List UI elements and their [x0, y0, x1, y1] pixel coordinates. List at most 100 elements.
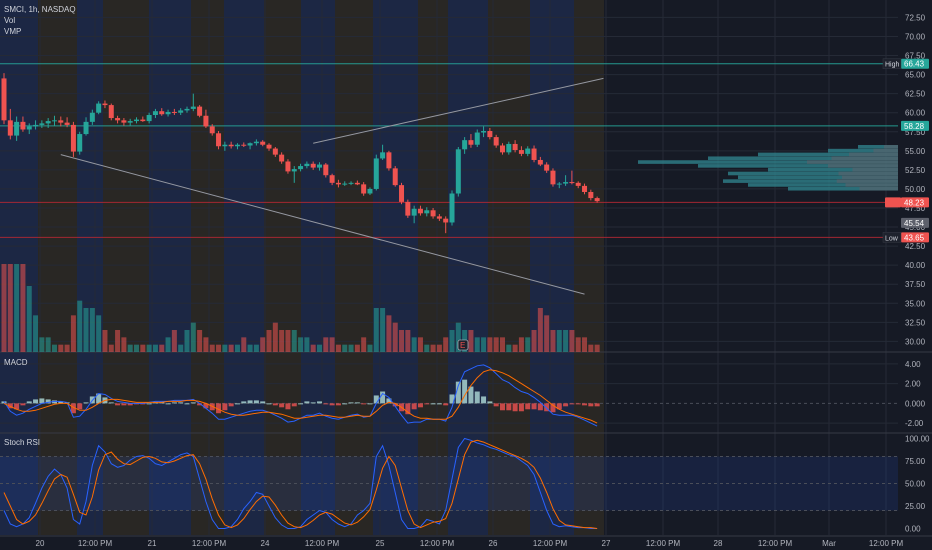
macd-histogram-bar	[430, 403, 436, 405]
macd-histogram-bar	[575, 403, 581, 405]
volume-bar	[102, 330, 108, 352]
macd-histogram-bar	[184, 403, 190, 405]
candle-body	[342, 183, 348, 185]
volume-bar	[310, 344, 316, 352]
volume-profile-bar	[836, 179, 898, 183]
candle-body	[96, 103, 102, 113]
volume-bar	[171, 330, 177, 352]
macd-histogram-bar	[279, 403, 285, 408]
macd-histogram-bar	[96, 393, 102, 404]
candle-body	[323, 164, 329, 176]
volume-bar	[317, 344, 322, 352]
candle-body	[89, 112, 95, 122]
macd-histogram-bar	[436, 403, 442, 405]
macd-histogram-bar	[253, 400, 259, 404]
candle-body	[386, 152, 392, 169]
volume-bar	[152, 344, 158, 352]
price-tick-label: 40.00	[905, 261, 926, 270]
price-tag-value: 66.43	[904, 60, 925, 69]
macd-histogram-bar	[178, 402, 184, 404]
price-tick-label: 65.00	[905, 71, 926, 80]
price-tick-label: 47.50	[905, 204, 926, 213]
macd-histogram-bar	[234, 403, 240, 405]
macd-histogram-bar	[127, 403, 133, 406]
candle-body	[544, 164, 550, 171]
volume-bar	[241, 337, 247, 352]
price-tag-box	[901, 197, 929, 208]
candle-body	[51, 120, 57, 122]
macd-histogram-bar	[417, 403, 423, 408]
macd-histogram-bar	[556, 403, 562, 410]
volume-bar	[33, 315, 39, 352]
macd-histogram-bar	[462, 379, 468, 404]
candle-body	[26, 126, 32, 130]
volume-bar	[544, 315, 550, 352]
macd-histogram-bar	[77, 403, 83, 410]
price-tick-label: 42.50	[905, 242, 926, 251]
macd-histogram-bar	[537, 403, 543, 411]
price-tag: 43.65 Low	[882, 232, 929, 243]
volume-profile-bar	[842, 175, 898, 180]
candle-body	[481, 131, 487, 133]
volume-bar	[127, 344, 133, 352]
volume-bar	[70, 315, 76, 352]
candle-body	[380, 152, 386, 159]
macd-tick-label: -2.00	[905, 419, 924, 428]
volume-profile-bar	[723, 179, 898, 183]
price-tick-label: 50.00	[905, 185, 926, 194]
price-tag-box	[901, 232, 929, 243]
price-tag: 48.23	[901, 197, 929, 208]
session-band	[448, 0, 488, 535]
stoch-tick-label: 75.00	[905, 457, 926, 466]
candle-body	[285, 161, 291, 172]
macd-histogram-bar	[544, 403, 550, 412]
time-tick-label: 27	[602, 539, 611, 548]
macd-histogram-bar	[481, 396, 487, 404]
price-tag-value: 48.23	[904, 198, 925, 207]
macd-histogram-bar	[348, 402, 354, 404]
candle-body	[424, 210, 430, 214]
time-tick-label: 25	[376, 539, 385, 548]
volume-bar	[487, 337, 493, 352]
macd-histogram-bar	[455, 381, 461, 404]
macd-histogram-bar	[342, 403, 348, 405]
candle-body	[14, 121, 20, 136]
macd-histogram-bar	[310, 402, 316, 404]
candle-body	[449, 193, 455, 223]
candle-body	[430, 210, 436, 217]
volume-bar	[556, 330, 562, 352]
volume-bar	[380, 308, 386, 352]
candle-body	[260, 141, 266, 145]
candle-body	[134, 119, 140, 122]
session-band	[103, 0, 149, 535]
macd-histogram-bar	[260, 401, 266, 404]
volume-profile-bar	[838, 171, 898, 176]
volume-bar	[329, 337, 335, 352]
volume-bar	[178, 344, 184, 352]
candle-body	[272, 148, 278, 155]
price-tick-label: 67.50	[905, 52, 926, 61]
volume-bar	[228, 344, 234, 352]
volume-bar	[14, 264, 20, 352]
candle-body	[234, 144, 240, 147]
price-tick-label: 62.50	[905, 90, 926, 99]
volume-bar	[253, 344, 259, 352]
macd-histogram-bar	[563, 403, 569, 407]
volume-bar	[26, 286, 32, 352]
macd-histogram-bar	[569, 403, 575, 405]
macd-histogram-bar	[386, 398, 392, 404]
candle-body	[348, 182, 354, 184]
candle-body	[537, 159, 543, 165]
volume-profile-bar	[788, 186, 898, 191]
candle-body	[367, 188, 373, 194]
volume-bar	[140, 344, 146, 352]
session-band	[335, 0, 373, 535]
volume-bar	[468, 330, 474, 352]
time-tick-label: 12:00 PM	[646, 539, 681, 548]
volume-bar	[115, 330, 121, 352]
macd-histogram-bar	[443, 403, 449, 406]
volume-profile-bar	[748, 183, 898, 187]
volume-profile-bar	[738, 175, 898, 180]
macd-histogram-bar	[272, 403, 278, 406]
